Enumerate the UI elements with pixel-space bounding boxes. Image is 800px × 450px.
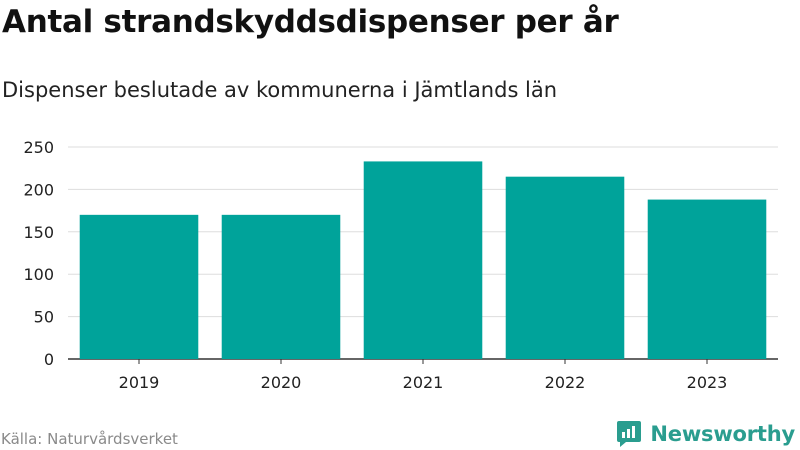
bar-2019	[79, 214, 199, 359]
bar-2020	[221, 214, 341, 359]
x-tick-label: 2023	[687, 373, 728, 392]
y-tick-label: 0	[44, 350, 54, 369]
chart-subtitle: Dispenser beslutade av kommunerna i Jämt…	[2, 78, 558, 102]
bars	[79, 161, 767, 359]
brand-name: Newsworthy	[650, 422, 795, 446]
x-tick-label: 2022	[545, 373, 586, 392]
y-tick-label: 100	[23, 265, 54, 284]
source-note: Källa: Naturvårdsverket	[1, 430, 178, 448]
x-axis-ticks: 2019 2020 2021 2022 2023	[119, 359, 728, 392]
x-tick-label: 2019	[119, 373, 160, 392]
newsworthy-logo-icon	[617, 421, 642, 447]
y-tick-label: 50	[34, 308, 54, 327]
y-axis-ticks: 0 50 100 150 200 250	[23, 138, 54, 369]
y-tick-label: 200	[23, 180, 54, 199]
x-tick-label: 2021	[403, 373, 444, 392]
y-tick-label: 150	[23, 223, 54, 242]
bar-2022	[505, 176, 625, 359]
bar-chart: 0 50 100 150 200 250 2019 2020 2021 2022 2023	[23, 138, 778, 392]
y-tick-label: 250	[23, 138, 54, 157]
x-tick-label: 2020	[261, 373, 302, 392]
brand-logo: Newsworthy	[616, 420, 795, 448]
chart-title: Antal strandskyddsdispenser per år	[2, 4, 619, 40]
bar-2021	[363, 161, 483, 359]
bar-2023	[647, 199, 767, 359]
